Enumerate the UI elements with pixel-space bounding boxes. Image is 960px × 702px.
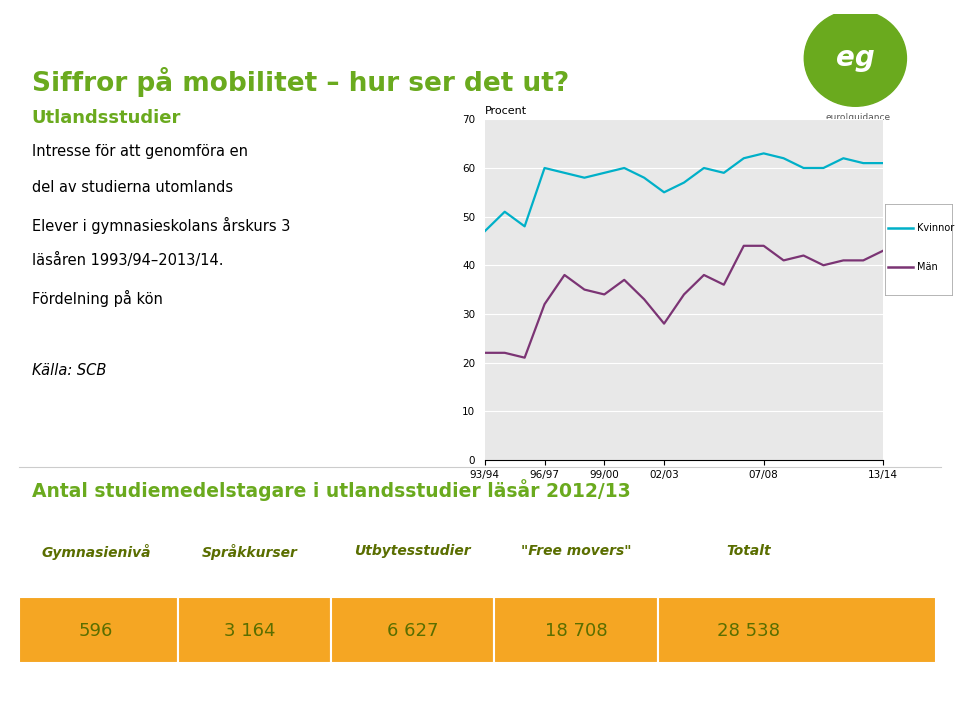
Text: Män: Män (918, 263, 938, 272)
Text: Procent: Procent (485, 106, 527, 116)
Text: 3 164: 3 164 (224, 623, 276, 640)
Text: 596: 596 (79, 623, 113, 640)
Text: 6 627: 6 627 (387, 623, 439, 640)
Circle shape (804, 11, 906, 106)
Text: euro|guidance: euro|guidance (826, 113, 891, 122)
Text: Utbytesstudier: Utbytesstudier (354, 544, 471, 558)
Text: Kvinnor: Kvinnor (918, 223, 954, 233)
Text: Fördelning på kön: Fördelning på kön (32, 290, 162, 307)
Text: Språkkurser: Språkkurser (202, 544, 298, 560)
Text: Elever i gymnasieskolans årskurs 3: Elever i gymnasieskolans årskurs 3 (32, 217, 290, 234)
Text: del av studierna utomlands: del av studierna utomlands (32, 180, 233, 195)
Text: Gymnasienivå: Gymnasienivå (41, 544, 151, 560)
Text: 28 538: 28 538 (717, 623, 780, 640)
Text: Källa: SCB: Källa: SCB (32, 363, 106, 378)
Text: läsåren 1993/94–2013/14.: läsåren 1993/94–2013/14. (32, 253, 223, 268)
Text: eg: eg (836, 44, 875, 72)
Text: Siffror på mobilitet – hur ser det ut?: Siffror på mobilitet – hur ser det ut? (32, 67, 569, 97)
Text: Utlandsstudier: Utlandsstudier (32, 109, 181, 127)
Text: "Free movers": "Free movers" (520, 544, 632, 558)
Text: Intresse för att genomföra en: Intresse för att genomföra en (32, 144, 248, 159)
Text: Totalt: Totalt (727, 544, 771, 558)
Text: Antal studiemedelstagare i utlandsstudier läsår 2012/13: Antal studiemedelstagare i utlandsstudie… (32, 479, 631, 501)
Text: 18 708: 18 708 (544, 623, 608, 640)
